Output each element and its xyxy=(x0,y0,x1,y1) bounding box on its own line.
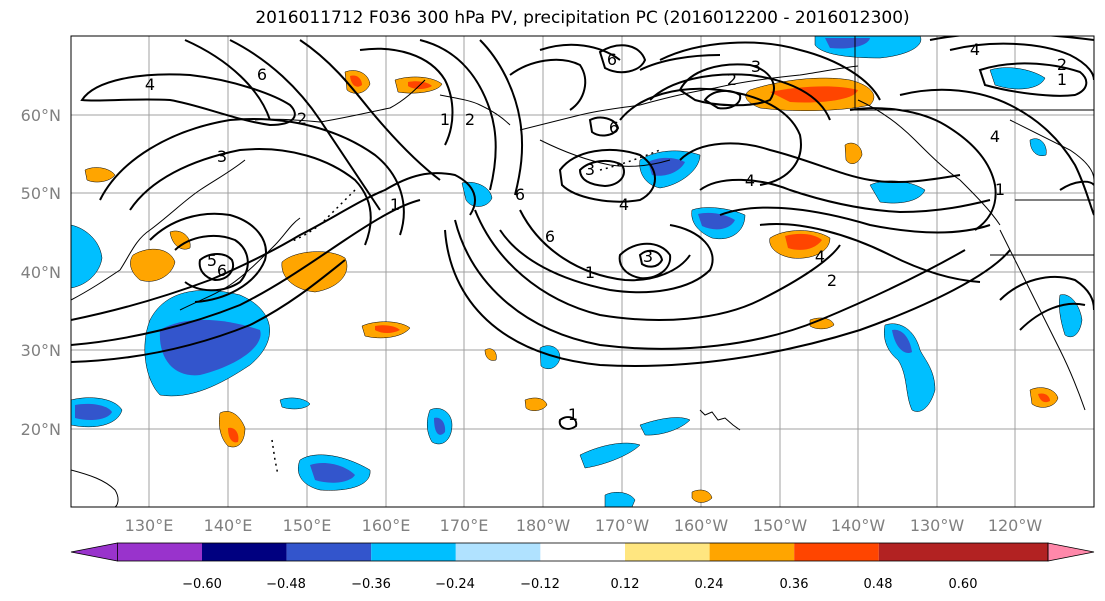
lat-label: 40°N xyxy=(21,263,61,282)
lon-label: 150°E xyxy=(283,516,332,535)
contour-labels: 4 6 3 5 6 1 2 1 2 3 6 4 6 2 6 1 3 6 4 2 … xyxy=(145,40,1067,424)
colorbar-tick-label: 0.24 xyxy=(695,577,724,592)
contour-label: 6 xyxy=(257,65,267,84)
contour-label: 4 xyxy=(970,40,980,59)
lat-label: 60°N xyxy=(21,106,61,125)
contour-label: 4 xyxy=(145,75,155,94)
colorbar-segment xyxy=(286,543,372,561)
contour-label: 3 xyxy=(585,160,595,179)
colorbar-min-extension xyxy=(70,542,118,562)
contour-label: 6 xyxy=(217,261,227,280)
contour-label: 6 xyxy=(545,227,555,246)
colorbar-segment xyxy=(878,543,1048,561)
lon-label: 120°W xyxy=(988,516,1043,535)
latitude-labels: 60°N 50°N 40°N 30°N 20°N xyxy=(21,106,61,439)
lon-label: 170°E xyxy=(440,516,489,535)
contour-label: 1 xyxy=(1057,70,1067,89)
negative-anomaly-shading xyxy=(71,36,1083,507)
contour-label: 4 xyxy=(619,195,629,214)
lon-label: 180°W xyxy=(516,516,571,535)
colorbar-tick-label: −0.12 xyxy=(520,577,560,592)
lat-label: 50°N xyxy=(21,184,61,203)
coastlines xyxy=(71,36,1094,507)
map-title: 2016011712 F036 300 hPa PV, precipitatio… xyxy=(255,8,910,28)
colorbar xyxy=(70,542,1095,562)
contour-label: 1 xyxy=(585,263,595,282)
colorbar-segment xyxy=(709,543,795,561)
colorbar-max-extension xyxy=(1047,542,1095,562)
contour-label: 1 xyxy=(390,195,400,214)
lon-label: 150°W xyxy=(753,516,808,535)
contour-label: 4 xyxy=(815,247,825,266)
contour-label: 6 xyxy=(515,185,525,204)
contour-label: 3 xyxy=(751,57,761,76)
longitude-labels: 130°E 140°E 150°E 160°E 170°E 180°W 170°… xyxy=(125,516,1043,535)
colorbar-segment xyxy=(202,543,287,561)
colorbar-segment xyxy=(540,543,625,561)
lon-label: 140°E xyxy=(204,516,253,535)
lon-label: 130°E xyxy=(125,516,174,535)
contour-label: 2 xyxy=(465,110,475,129)
colorbar-segment xyxy=(455,543,541,561)
colorbar-tick-label: −0.24 xyxy=(435,577,475,592)
contour-label: 2 xyxy=(1057,55,1067,74)
colorbar-tick-labels: −0.60 −0.48 −0.36 −0.24 −0.12 0.12 0.24 … xyxy=(182,577,977,592)
pv-contours xyxy=(71,36,1094,430)
colorbar-segment xyxy=(117,543,202,561)
lon-label: 140°W xyxy=(831,516,886,535)
lon-label: 130°W xyxy=(910,516,965,535)
colorbar-segment xyxy=(794,543,879,561)
colorbar-tick-label: 0.36 xyxy=(780,577,809,592)
contour-label: 4 xyxy=(745,171,755,190)
colorbar-segment xyxy=(625,543,710,561)
lon-label: 160°W xyxy=(674,516,729,535)
lat-label: 30°N xyxy=(21,341,61,360)
contour-label: 3 xyxy=(217,147,227,166)
colorbar-outline xyxy=(117,542,1049,562)
lon-label: 160°E xyxy=(362,516,411,535)
contour-label: 6 xyxy=(609,118,619,137)
colorbar-tick-label: 0.48 xyxy=(864,577,893,592)
contour-label: 4 xyxy=(990,127,1000,146)
colorbar-tick-label: −0.60 xyxy=(182,577,222,592)
colorbar-tick-label: 0.60 xyxy=(949,577,978,592)
colorbar-tick-label: −0.36 xyxy=(351,577,391,592)
contour-label: 2 xyxy=(727,70,737,89)
plot-border xyxy=(70,35,1095,508)
lat-label: 20°N xyxy=(21,420,61,439)
contour-label: 2 xyxy=(297,109,307,128)
colorbar-segment xyxy=(371,543,456,561)
contour-label: 2 xyxy=(827,271,837,290)
colorbar-tick-label: 0.12 xyxy=(611,577,640,592)
positive-anomaly-shading xyxy=(84,70,1059,503)
contour-label: 1 xyxy=(568,405,578,424)
contour-label: 3 xyxy=(643,247,653,266)
colorbar-tick-label: −0.48 xyxy=(266,577,306,592)
contour-label: 1 xyxy=(440,110,450,129)
contour-label: 6 xyxy=(607,50,617,69)
lon-label: 170°W xyxy=(595,516,650,535)
dotted-track xyxy=(271,149,661,476)
contour-label: 5 xyxy=(207,251,217,270)
contour-label: 1 xyxy=(995,180,1005,199)
